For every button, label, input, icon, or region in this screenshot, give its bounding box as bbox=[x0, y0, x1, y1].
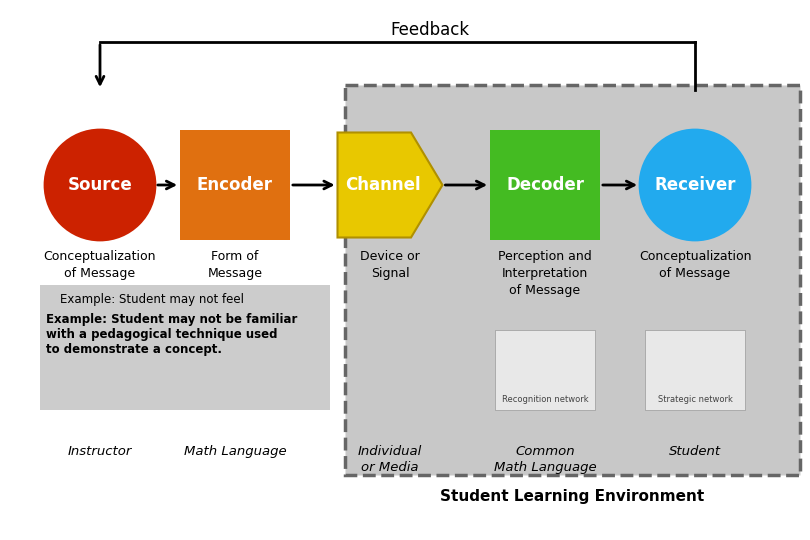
Text: Math Language: Math Language bbox=[184, 445, 286, 458]
Text: Encoder: Encoder bbox=[197, 176, 273, 194]
Text: Student Learning Environment: Student Learning Environment bbox=[441, 489, 705, 504]
Text: Example: Student may not feel: Example: Student may not feel bbox=[60, 293, 244, 306]
Text: Common
Math Language: Common Math Language bbox=[493, 445, 596, 474]
Circle shape bbox=[640, 130, 750, 240]
Text: Student: Student bbox=[669, 445, 721, 458]
Polygon shape bbox=[338, 132, 442, 238]
FancyBboxPatch shape bbox=[645, 330, 745, 410]
FancyBboxPatch shape bbox=[345, 85, 800, 475]
FancyBboxPatch shape bbox=[495, 330, 595, 410]
FancyBboxPatch shape bbox=[40, 285, 330, 410]
FancyBboxPatch shape bbox=[490, 130, 600, 240]
Text: Perception and
Interpretation
of Message: Perception and Interpretation of Message bbox=[498, 250, 592, 297]
Text: Individual
or Media: Individual or Media bbox=[358, 445, 422, 474]
Text: Receiver: Receiver bbox=[654, 176, 735, 194]
Text: Conceptualization
of Message: Conceptualization of Message bbox=[639, 250, 751, 280]
Text: Example: Student may not be familiar
with a pedagogical technique used
to demons: Example: Student may not be familiar wit… bbox=[46, 313, 297, 356]
Text: Source: Source bbox=[67, 176, 132, 194]
Text: Feedback: Feedback bbox=[390, 21, 470, 39]
Text: Instructor: Instructor bbox=[68, 445, 132, 458]
Text: Device or
Signal: Device or Signal bbox=[360, 250, 420, 280]
Text: Strategic network: Strategic network bbox=[658, 395, 732, 404]
Circle shape bbox=[45, 130, 155, 240]
Text: Channel: Channel bbox=[345, 176, 420, 194]
Text: Decoder: Decoder bbox=[506, 176, 584, 194]
FancyBboxPatch shape bbox=[180, 130, 290, 240]
Text: Form of
Message: Form of Message bbox=[207, 250, 262, 280]
Text: Recognition network: Recognition network bbox=[501, 395, 588, 404]
Text: Conceptualization
of Message: Conceptualization of Message bbox=[44, 250, 156, 280]
